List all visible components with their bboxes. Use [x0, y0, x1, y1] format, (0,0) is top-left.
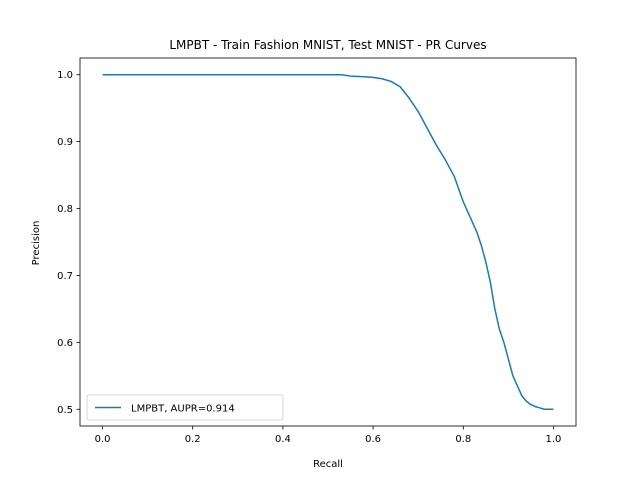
series-line-0 — [102, 73, 554, 411]
axes: 0.0 0.2 0.4 0.6 0.8 1.0 0.5 0.6 0.7 0.8 0.9 1.0 — [57, 57, 577, 445]
legend-box — [86, 394, 284, 421]
x-tick-label: 0.8 — [455, 434, 471, 445]
y-tick-label: 0.6 — [57, 338, 73, 349]
x-axis-label: Recall — [313, 459, 343, 470]
plot-frame — [79, 57, 577, 427]
x-tick-label: 1.0 — [546, 434, 562, 445]
y-tick-label: 0.5 — [57, 405, 73, 416]
x-tick-label: 0.2 — [185, 434, 201, 445]
plot-area — [102, 73, 554, 411]
x-tick-label: 0.0 — [95, 434, 111, 445]
x-tick-label: 0.4 — [275, 434, 291, 445]
y-tick-label: 1.0 — [57, 70, 73, 81]
chart-title: LMPBT - Train Fashion MNIST, Test MNIST … — [169, 38, 486, 52]
x-tick-label: 0.6 — [365, 434, 381, 445]
legend: LMPBT, AUPR=0.914 — [86, 394, 284, 421]
y-tick-label: 0.9 — [57, 137, 73, 148]
y-tick-label: 0.7 — [57, 271, 73, 282]
y-tick-label: 0.8 — [57, 204, 73, 215]
y-axis-label: Precision — [31, 221, 42, 266]
legend-label: LMPBT, AUPR=0.914 — [131, 404, 235, 415]
